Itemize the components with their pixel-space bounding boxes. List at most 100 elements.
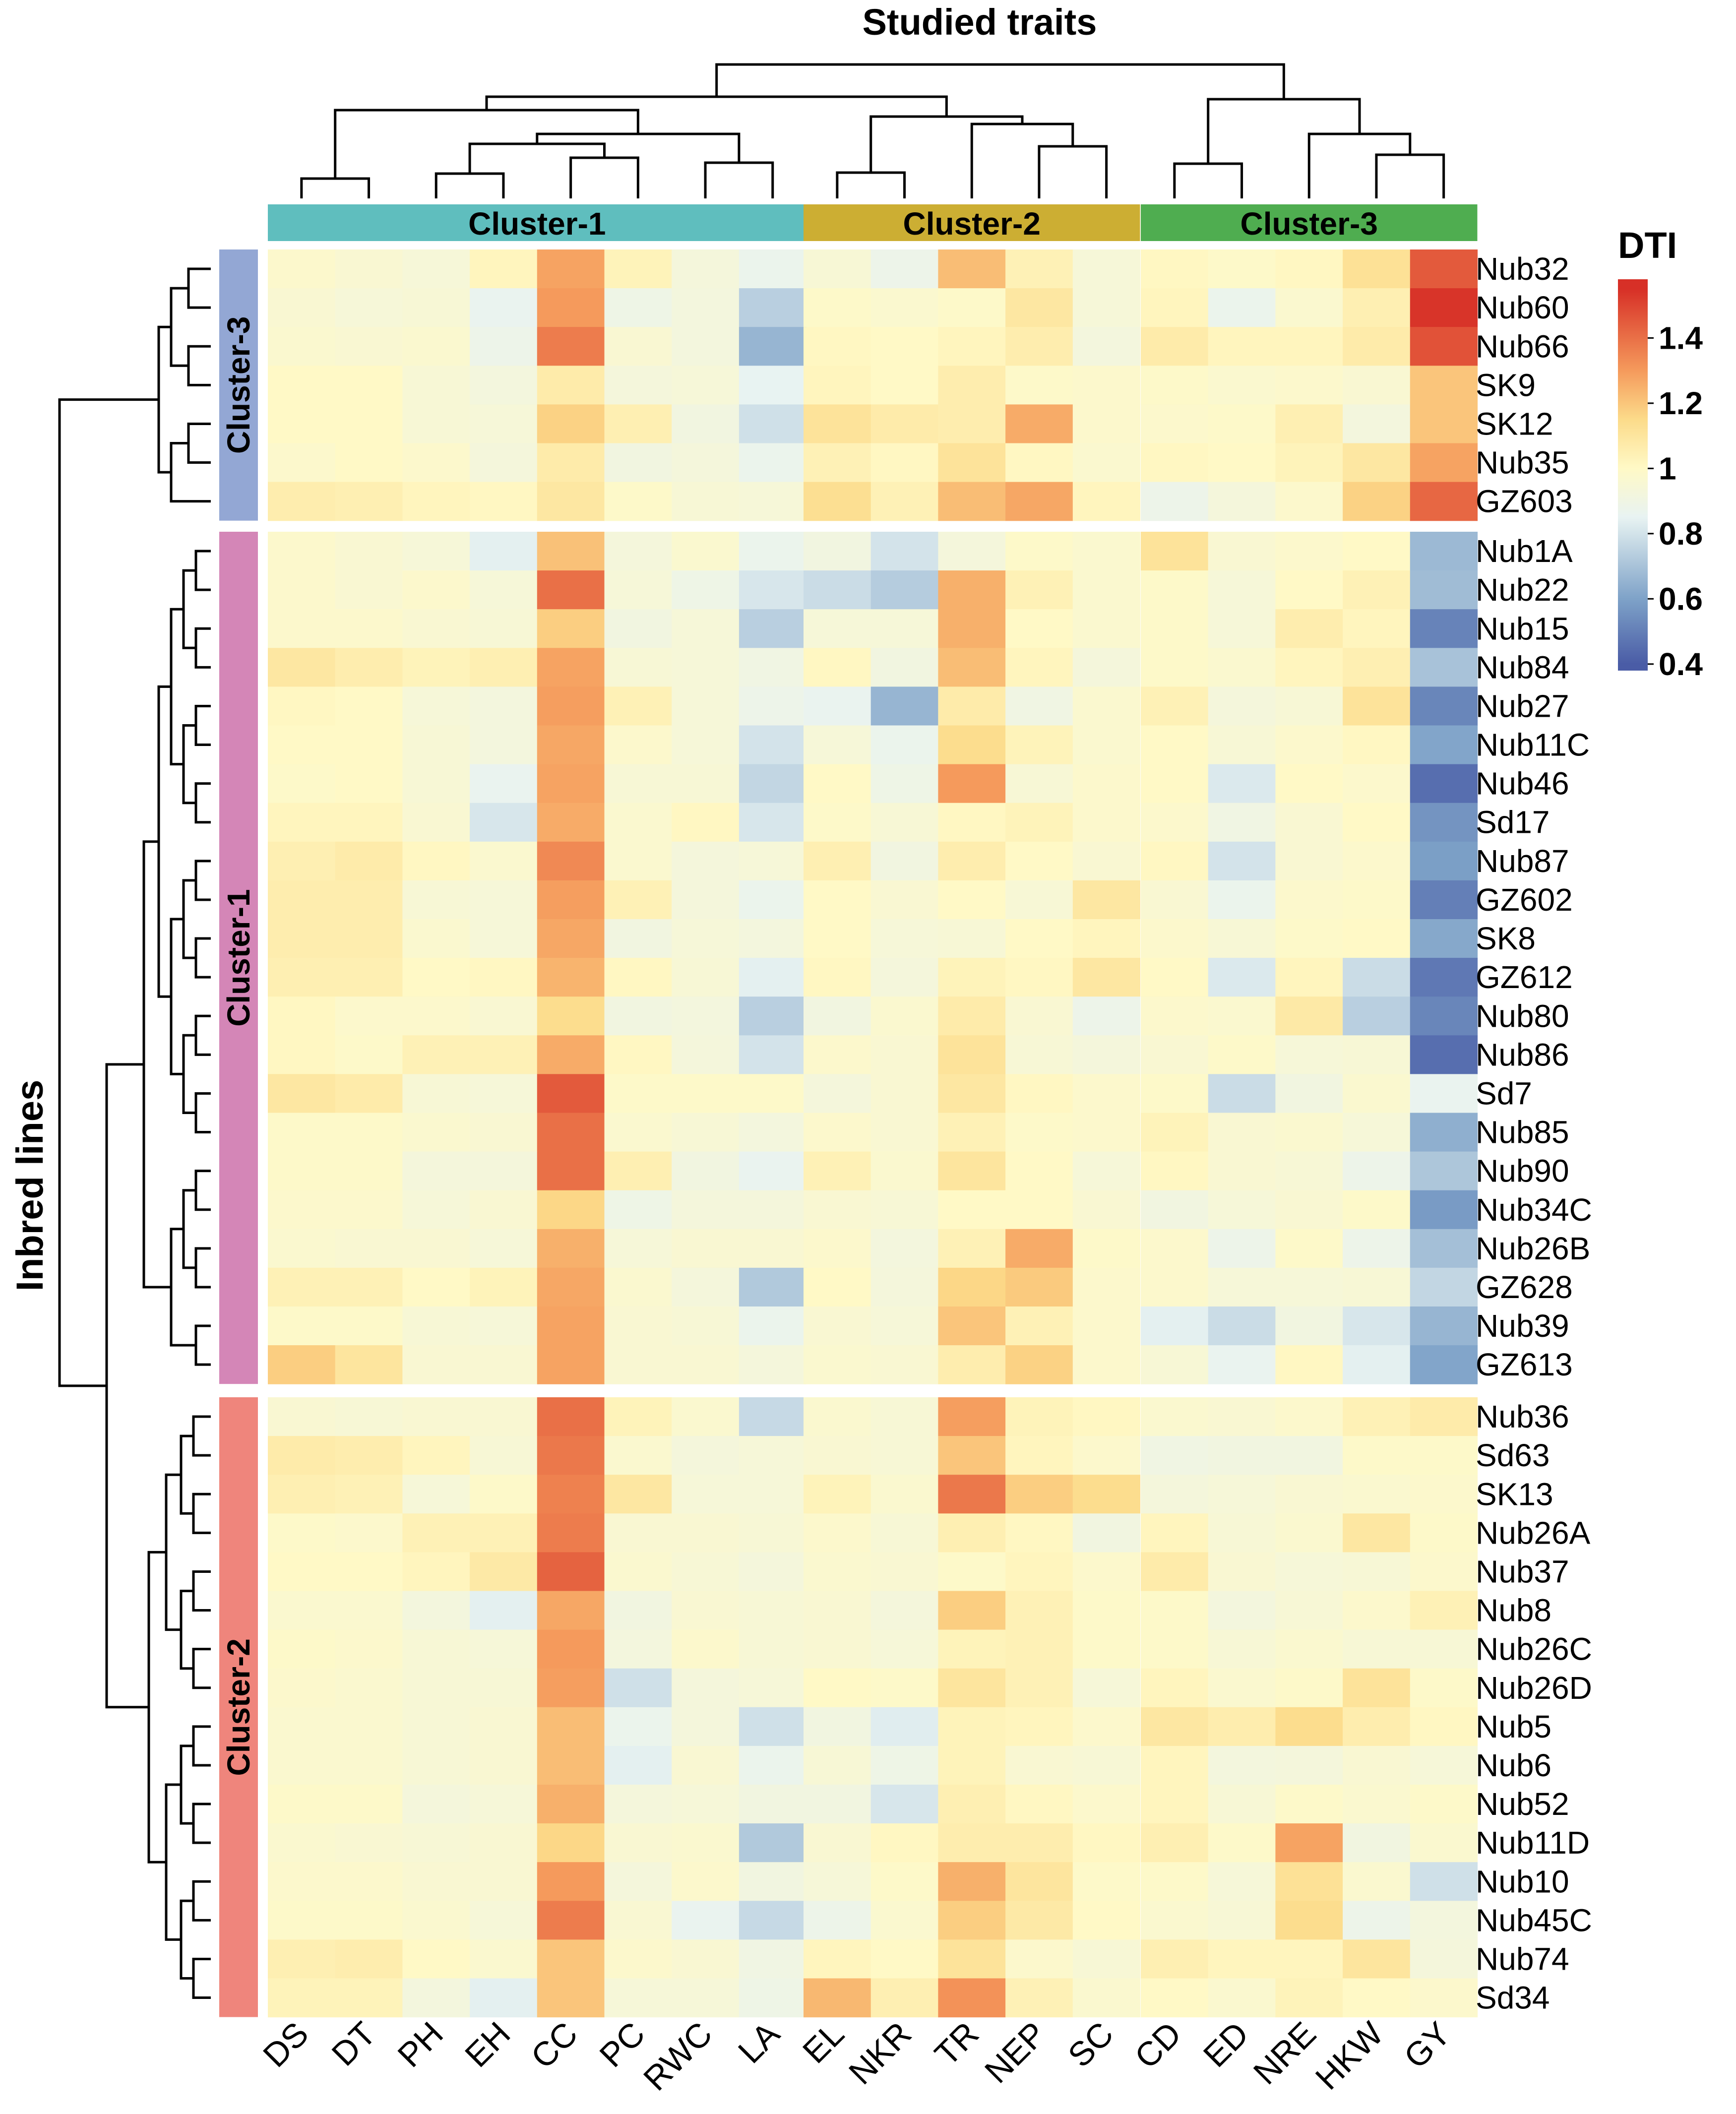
heatmap-cell [537,366,605,405]
heatmap-cell [268,1190,336,1230]
heatmap-cell [1141,1785,1209,1824]
heatmap-cell [604,532,672,571]
dendrogram-link [58,398,159,1387]
heatmap-cell [268,803,336,842]
heatmap-cell [804,1397,871,1436]
heatmap-cell [1208,1823,1276,1863]
heatmap-cell [938,803,1006,842]
heatmap-cell [537,1436,605,1475]
row-label: Nub39 [1476,1308,1569,1344]
column-cluster-label: Cluster-3 [1240,206,1378,242]
column-label: EH [458,2015,518,2075]
heatmap-cell [1005,1345,1073,1384]
heatmap-cell [1208,1707,1276,1746]
row-label: Nub1A [1476,533,1573,569]
dendrogram-link [165,1783,181,1941]
dendrogram-link [180,1434,193,1515]
heatmap-cell [537,1978,605,2018]
heatmap-cell [1410,1629,1478,1669]
heatmap-cell [1005,1074,1073,1114]
heatmap-cell [938,1151,1006,1191]
heatmap-cell [804,1513,871,1553]
heatmap-cell [1343,1862,1411,1901]
column-label: LA [731,2014,787,2070]
heatmap-cell [1005,919,1073,958]
heatmap-cell [335,841,403,881]
heatmap-cell [672,648,740,687]
heatmap-cell [268,1074,336,1114]
heatmap-cell [1072,1345,1141,1384]
heatmap-cell [268,1151,336,1191]
heatmap-cell [804,1074,871,1114]
heatmap-cell [604,1436,672,1475]
heatmap-cell [537,327,605,366]
heatmap-cell [335,1629,403,1669]
heatmap-cell [402,880,470,920]
column-label: CC [524,2015,585,2076]
heatmap-cell [938,686,1006,726]
heatmap-cell [1141,1707,1209,1746]
heatmap-cell [1005,1151,1073,1191]
column-label: DS [256,2015,316,2075]
heatmap-cell [1141,1552,1209,1592]
heatmap-cell [870,919,938,958]
heatmap-cell [1141,1823,1209,1863]
heatmap-cell [1275,648,1343,687]
heatmap-cell [672,1823,740,1863]
row-label: Nub10 [1476,1864,1569,1899]
heatmap-cell [470,1035,538,1074]
heatmap-cell [1208,1745,1276,1785]
heatmap-cell [938,1939,1006,1979]
heatmap-cell [335,996,403,1036]
heatmap-cell [672,1591,740,1630]
heatmap-cell [739,1745,807,1785]
row-label: Nub85 [1476,1115,1569,1150]
heatmap-cell [739,1267,807,1307]
heatmap-cell [335,880,403,920]
heatmap-cell [1275,1785,1343,1824]
heatmap-cell [1208,288,1276,327]
heatmap-cell [402,764,470,804]
dendrogram-link [165,1473,181,1631]
heatmap-cell [1005,1436,1073,1475]
heatmap-cell [1072,1074,1141,1114]
column-cluster-label: Cluster-2 [903,206,1041,242]
heatmap-cell [672,841,740,881]
heatmap-cell [268,1823,336,1863]
heatmap-cell [1275,327,1343,366]
heatmap-cell [604,1707,672,1746]
dendrogram-link [194,627,211,669]
heatmap-cell [268,1552,336,1592]
heatmap-cell [938,1306,1006,1346]
row-label: GZ612 [1476,959,1573,995]
heatmap-cell [672,1074,740,1114]
heatmap-cell [470,764,538,804]
dendrogram-link [704,161,774,198]
heatmap-cell [1275,1074,1343,1114]
heatmap-cell [1141,1475,1209,1514]
heatmap-cell [604,1113,672,1152]
heatmap-cell [1275,1668,1343,1708]
legend-tick-label: 1.2 [1659,385,1703,421]
legend-title: DTI [1618,225,1677,266]
row-label: GZ613 [1476,1347,1573,1382]
heatmap-cell [268,1229,336,1268]
heatmap-cell [335,1475,403,1514]
heatmap-cell [1208,1513,1276,1553]
heatmap-cell [1072,1035,1141,1074]
heatmap-cell [1275,919,1343,958]
heatmap-cell [1141,1668,1209,1708]
heatmap-cell [335,1745,403,1785]
heatmap-cell [1005,327,1073,366]
heatmap-cell [604,1745,672,1785]
row-label: GZ602 [1476,882,1573,918]
heatmap-cell [672,1113,740,1152]
row-label: Nub32 [1476,251,1569,287]
dendrogram-link [187,345,211,386]
heatmap-cell [1275,570,1343,610]
heatmap-cell [938,841,1006,881]
heatmap-cell [402,1745,470,1785]
row-cluster-label: Cluster-2 [221,1638,256,1776]
heatmap-cell [1410,1939,1478,1979]
heatmap-cell [537,1113,605,1152]
